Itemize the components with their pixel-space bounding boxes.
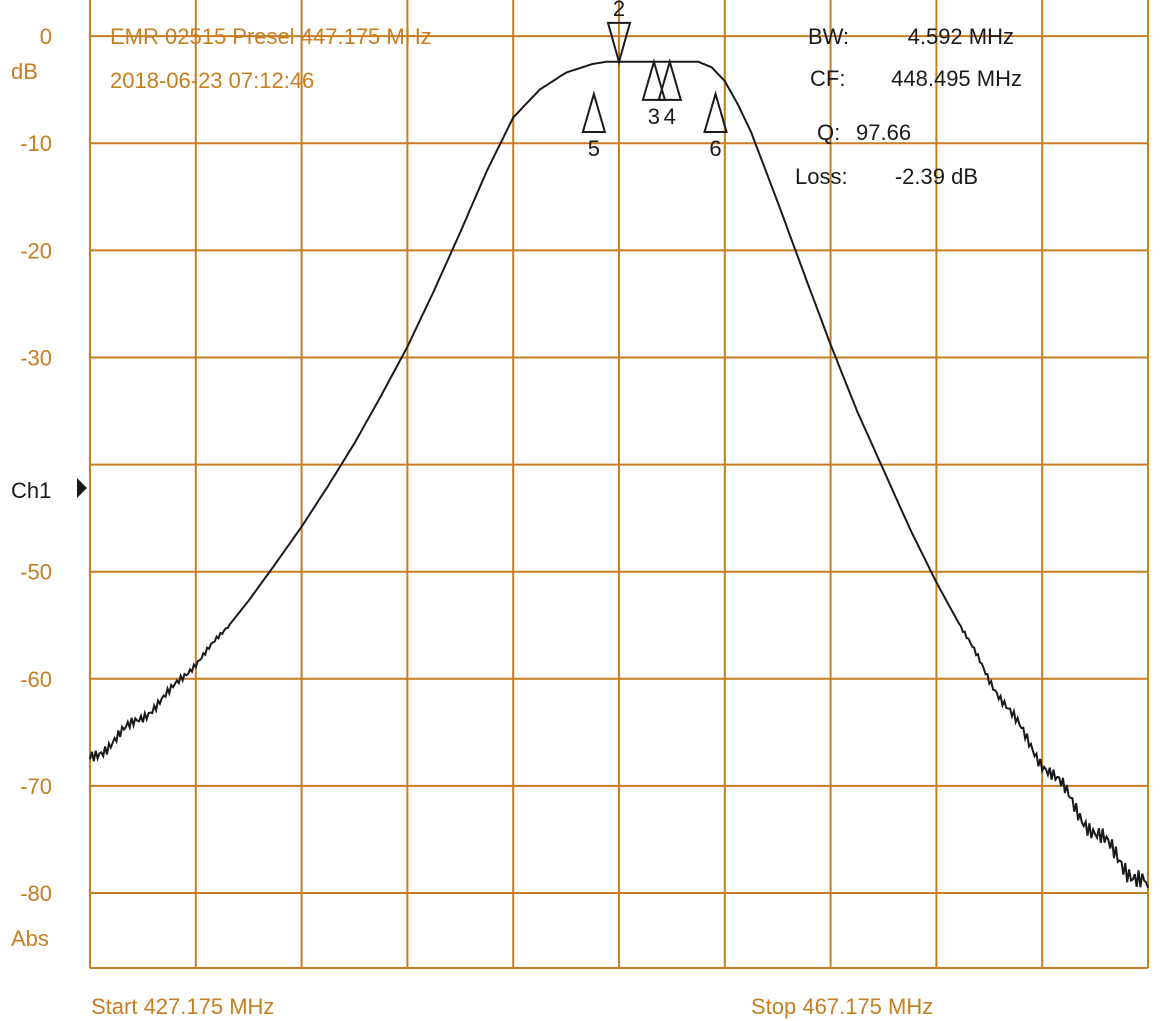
marker-6-triangle (703, 90, 728, 133)
y-tick-labels: 0 -10 -20 -30 -50 -60 -70 -80 (20, 24, 52, 906)
y-tick-label-7: -70 (20, 774, 52, 799)
marker-6-label: 6 (709, 136, 721, 161)
grid (89, 0, 1149, 969)
loss-value: -2.39 dB (895, 164, 978, 189)
y-tick-label-5: -50 (20, 560, 52, 585)
bw-value: 4.592 MHz (908, 24, 1014, 49)
marker-3-triangle (641, 58, 667, 101)
y-tick-label-0: 0 (40, 24, 52, 49)
y-tick-label-3: -30 (20, 345, 52, 370)
cf-label: CF: (810, 66, 845, 91)
bw-label: BW: (808, 24, 849, 49)
y-tick-label-6: -60 (20, 667, 52, 692)
loss-label: Loss: (795, 164, 848, 189)
start-frequency-label: Start 427.175 MHz (91, 994, 274, 1019)
y-tick-label-1: -10 (20, 131, 52, 156)
marker-2-triangle (606, 21, 632, 66)
channel-label: Ch1 (11, 478, 51, 503)
marker-4-triangle (657, 58, 683, 101)
marker-3-label: 3 (648, 104, 660, 129)
q-label: Q: (817, 120, 840, 145)
mode-label: Abs (11, 926, 49, 951)
cf-value: 448.495 MHz (891, 66, 1022, 91)
marker-4-label: 4 (664, 104, 676, 129)
y-tick-label-2: -20 (20, 238, 52, 263)
stop-frequency-label: Stop 467.175 MHz (751, 994, 933, 1019)
y-tick-label-8: -80 (20, 881, 52, 906)
marker-5-triangle (581, 90, 607, 133)
marker-2-label: 2 (613, 0, 625, 21)
response-trace (89, 60, 1149, 889)
q-value: 97.66 (856, 120, 911, 145)
marker-5-label: 5 (588, 136, 600, 161)
chart-timestamp: 2018-06-23 07:12:46 (110, 68, 314, 93)
channel-reference-arrow-icon (77, 478, 87, 498)
chart-title: EMR 02515 Presel 447.175 MHz (110, 24, 432, 49)
y-unit-label: dB (11, 59, 38, 84)
markers: 2 3 4 5 6 (581, 0, 728, 161)
